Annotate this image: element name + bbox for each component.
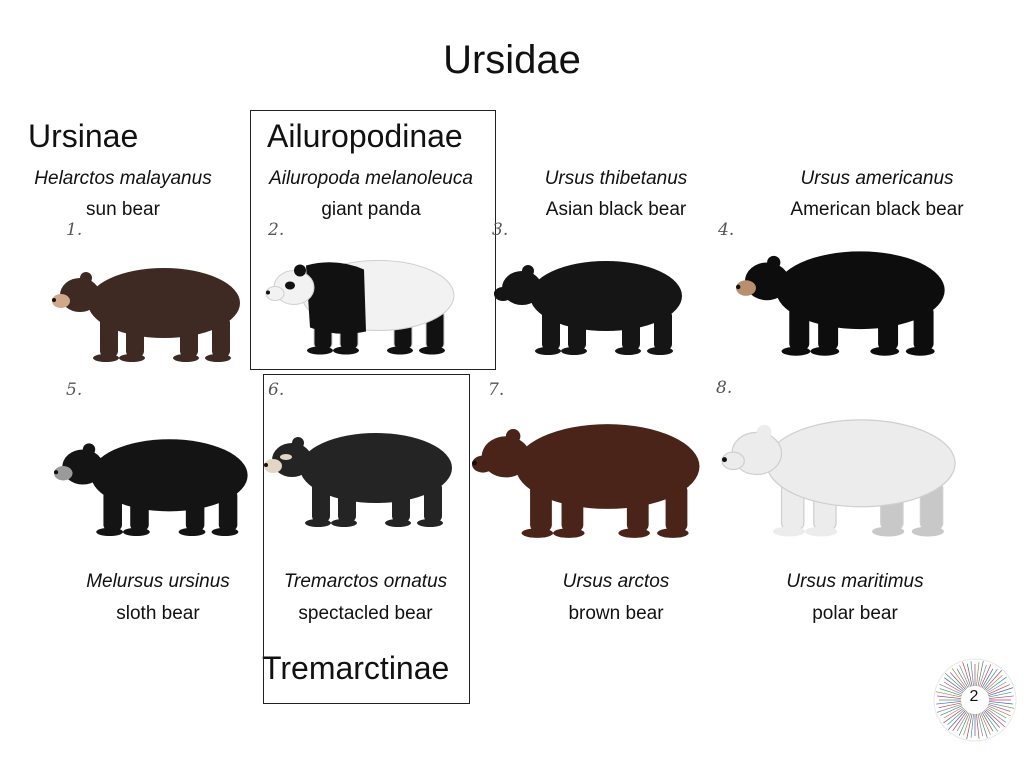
slide-title: Ursidae: [443, 38, 581, 82]
ailuropodinae-box: [250, 110, 496, 370]
species-7-common-name: brown bear: [568, 603, 664, 624]
subfamily-label-ursinae: Ursinae: [28, 118, 139, 154]
species-7-scientific-name: Ursus arctos: [562, 571, 670, 592]
species-4-scientific-name: Ursus americanus: [800, 168, 954, 189]
brown-bear-illustration: [472, 424, 700, 538]
species-5-scientific-name: Melursus ursinus: [86, 571, 230, 592]
species-2-scientific-name: Ailuropoda melanoleuca: [269, 168, 473, 189]
polar-bear-illustration: [721, 419, 956, 537]
species-6-common-name: spectacled bear: [298, 603, 433, 624]
subfamily-label-tremarctinae: Tremarctinae: [262, 650, 450, 686]
american-black-bear-illustration: [736, 251, 945, 356]
page-number: 2: [969, 688, 979, 705]
species-8-common-name: polar bear: [812, 603, 898, 624]
species-5-common-name: sloth bear: [116, 603, 200, 624]
subfamily-label-ailuropodinae: Ailuropodinae: [267, 118, 463, 154]
species-1-common-name: sun bear: [86, 199, 160, 220]
giant-panda-illustration: [265, 260, 455, 355]
spectacled-bear-illustration: [264, 433, 452, 527]
phylogenetic-tree-logo: [933, 658, 1017, 742]
species-1-scientific-name: Helarctos malayanus: [34, 168, 212, 189]
species-2-common-name: giant panda: [321, 199, 421, 220]
species-3-common-name: Asian black bear: [545, 199, 687, 220]
sun-bear-illustration: [52, 268, 240, 362]
species-4-common-name: American black bear: [790, 199, 964, 220]
species-6-scientific-name: Tremarctos ornatus: [283, 571, 448, 592]
species-2-number: 2.: [268, 220, 285, 240]
species-4-number: 4.: [718, 220, 735, 240]
species-8-number: 8.: [716, 378, 733, 398]
species-6-number: 6.: [268, 380, 285, 400]
species-5-number: 5.: [66, 380, 83, 400]
tremarctinae-box: [263, 374, 470, 704]
asian-black-bear-illustration: [494, 261, 682, 355]
sloth-bear-illustration: [54, 439, 248, 537]
species-1-number: 1.: [66, 220, 83, 240]
species-3-scientific-name: Ursus thibetanus: [544, 168, 688, 189]
species-3-number: 3.: [492, 220, 509, 240]
species-8-scientific-name: Ursus maritimus: [786, 571, 924, 592]
species-7-number: 7.: [488, 380, 505, 400]
